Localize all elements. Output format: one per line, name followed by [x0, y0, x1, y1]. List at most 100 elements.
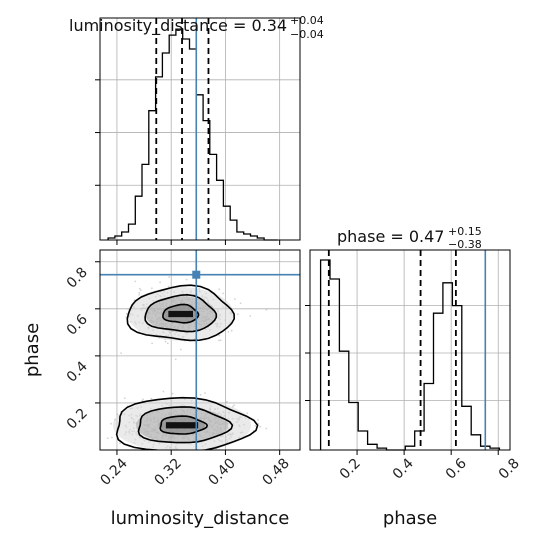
sample-point: [167, 285, 170, 288]
sample-point: [265, 427, 268, 430]
sample-point: [123, 397, 126, 399]
sample-point: [116, 413, 119, 416]
x-tick-label: 0.8: [496, 456, 523, 483]
luminosity-distance-title-lower: −0.04: [290, 28, 324, 41]
sample-point: [119, 442, 121, 445]
sample-point: [151, 287, 153, 290]
sample-point: [86, 340, 88, 342]
sample-point: [249, 315, 252, 317]
sample-point: [239, 302, 242, 305]
sample-point: [140, 289, 142, 292]
sample-point: [138, 291, 141, 294]
x-tick-label: 0.32: [151, 456, 184, 489]
sample-point: [185, 278, 188, 281]
sample-point: [111, 436, 113, 439]
y-tick-label: 0.6: [64, 311, 91, 338]
phase-histogram-step: [319, 259, 501, 451]
density-contour: [137, 406, 234, 444]
x-tick-label: 0.24: [97, 455, 130, 488]
sample-point: [97, 437, 99, 439]
joint-density-frame: [99, 249, 301, 451]
sample-point: [150, 397, 153, 400]
x-tick-label: 0.6: [443, 455, 470, 482]
sample-point: [125, 312, 128, 315]
phase-histogram-panel: [305, 249, 511, 455]
sample-point: [168, 276, 171, 278]
sample-point: [227, 331, 230, 333]
luminosity-distance-title-upper: +0.04: [290, 14, 324, 27]
y-tick-label: 0.2: [64, 406, 91, 433]
density-contour: [162, 303, 200, 324]
sample-point: [138, 294, 141, 296]
y-tick-label: 0.8: [64, 265, 91, 292]
sample-point: [110, 422, 112, 425]
luminosity-distance-title: luminosity_distance = 0.34: [69, 16, 287, 36]
sample-point: [166, 342, 169, 345]
x-tick-label: 0.4: [390, 455, 417, 482]
sample-point: [191, 460, 193, 462]
phase-title: phase = 0.47: [337, 227, 444, 246]
density-contour: [159, 415, 209, 435]
sample-point: [179, 348, 182, 351]
x-tick-label: 0.40: [205, 456, 238, 489]
sample-point: [222, 292, 225, 295]
luminosity-distance-histogram-step: [107, 28, 278, 241]
x-axis-label-phase: phase: [383, 508, 437, 529]
sample-point: [133, 299, 136, 301]
x-tick-label: 0.2: [337, 456, 364, 483]
sample-point: [163, 457, 165, 459]
sample-point: [138, 287, 141, 290]
x-axis-label-luminosity-distance: luminosity_distance: [111, 508, 290, 529]
x-tick-labels-phase: 0.2 0.4 0.6 0.8: [337, 455, 523, 482]
sample-point: [120, 352, 122, 354]
density-peak: [165, 422, 199, 429]
sample-point: [246, 412, 249, 415]
sample-point: [151, 342, 154, 345]
density-peak: [168, 310, 194, 318]
y-axis-label-phase: phase: [22, 323, 43, 377]
sample-point: [141, 399, 144, 402]
joint-density-content: [86, 276, 268, 462]
density-contour: [144, 293, 218, 333]
sample-point: [254, 424, 257, 427]
sample-point: [174, 358, 177, 361]
sample-point: [125, 316, 128, 319]
joint-density-panel: [86, 249, 301, 462]
density-contour: [126, 284, 236, 342]
sample-point: [151, 451, 153, 453]
sample-point: [159, 281, 162, 284]
sample-point: [204, 392, 207, 394]
sample-point: [234, 298, 236, 300]
sample-point: [107, 437, 109, 440]
sample-point: [134, 280, 137, 283]
sample-point: [225, 400, 228, 403]
sample-point: [199, 393, 202, 396]
truth-marker: [192, 270, 201, 279]
sample-point: [230, 329, 233, 332]
sample-point: [148, 454, 150, 456]
sample-point: [162, 390, 165, 393]
sample-point: [218, 288, 221, 291]
sample-point: [218, 339, 220, 342]
sample-point: [233, 404, 236, 406]
sample-point: [257, 422, 260, 425]
density-contour: [115, 396, 259, 450]
y-tick-labels-phase: 0.2 0.4 0.6 0.8: [64, 265, 91, 433]
y-tick-label: 0.4: [64, 358, 91, 385]
x-tick-label: 0.48: [259, 456, 292, 489]
phase-histogram-frame: [309, 249, 511, 451]
sample-point: [259, 425, 262, 428]
sample-point: [171, 392, 174, 395]
sample-point: [145, 451, 147, 453]
sample-point: [237, 313, 239, 316]
sample-point: [164, 340, 167, 343]
sample-point: [142, 398, 144, 401]
phase-title-lower: −0.38: [448, 238, 482, 251]
sample-point: [219, 339, 222, 341]
sample-point: [265, 308, 268, 311]
luminosity-distance-histogram-panel: [95, 17, 301, 245]
sample-point: [257, 419, 259, 421]
sample-point: [127, 308, 129, 310]
phase-title-upper: +0.15: [448, 225, 482, 238]
